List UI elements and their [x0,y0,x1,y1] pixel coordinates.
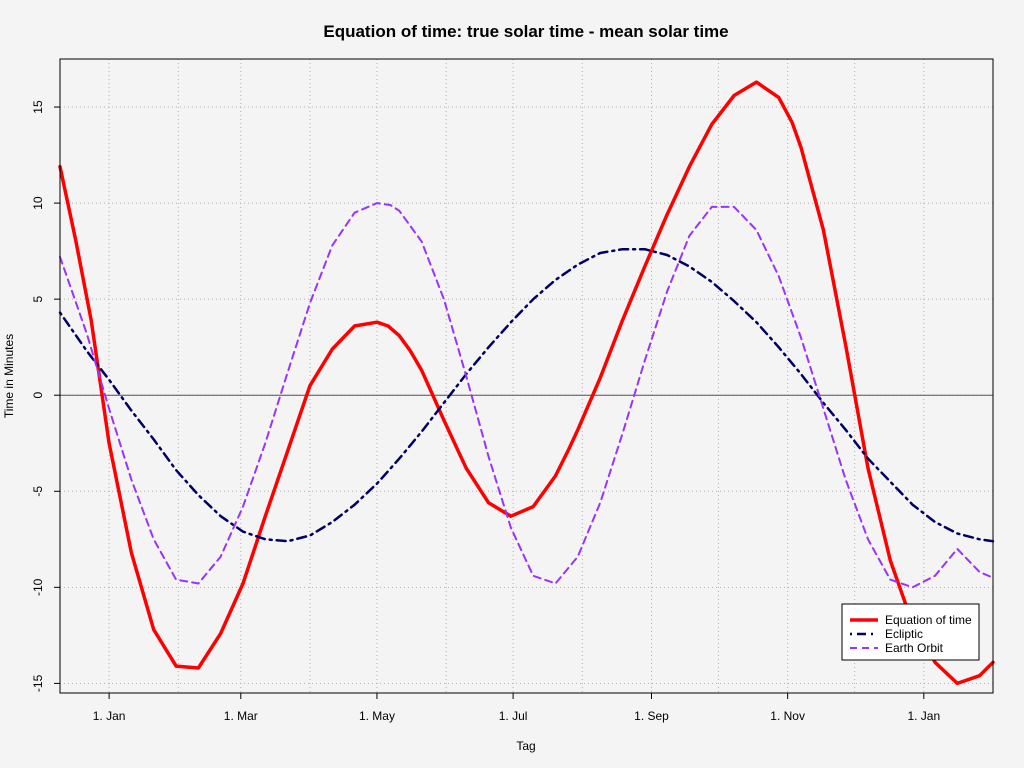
plot-frame [59,58,994,694]
y-axis-label: Time in Minutes [2,334,16,418]
y-tick-label: -5 [31,486,45,497]
x-tick-label: 1. Jan [907,709,940,723]
series-line-earth-orbit [59,202,994,589]
y-tick-label: 5 [31,295,45,302]
x-tick-label: 1. Nov [770,709,805,723]
legend-box [841,603,980,661]
y-tick-label: 10 [31,196,45,210]
x-tick-label: 1. May [359,709,395,723]
series-line-ecliptic [58,247,995,543]
x-tick-label: 1. Jul [499,709,528,723]
x-tick-label: 1. Jan [93,709,126,723]
plot-background [60,59,993,693]
y-axis: -15 -10 -5 0 5 10 15 [31,100,60,692]
chart-title: Equation of time: true solar time - mean… [323,22,728,41]
x-axis-label: Tag [516,739,535,753]
legend-entry-label: Earth Orbit [885,641,944,655]
series-line-equation-of-time [58,80,995,686]
y-tick-label: -15 [31,674,45,692]
plot-area [58,58,995,694]
legend-entry-label: Equation of time [885,613,972,627]
x-tick-label: 1. Mar [224,709,258,723]
legend-entry-label: Ecliptic [885,627,923,641]
y-tick-label: 15 [31,100,45,114]
series-layer [58,80,995,686]
grid [60,59,993,693]
y-tick-label: 0 [31,392,45,399]
x-tick-label: 1. Sep [634,709,669,723]
x-axis: 1. Jan 1. Mar 1. May 1. Jul 1. Sep 1. Nov 1. J… [93,693,940,723]
y-tick-label: -10 [31,578,45,596]
